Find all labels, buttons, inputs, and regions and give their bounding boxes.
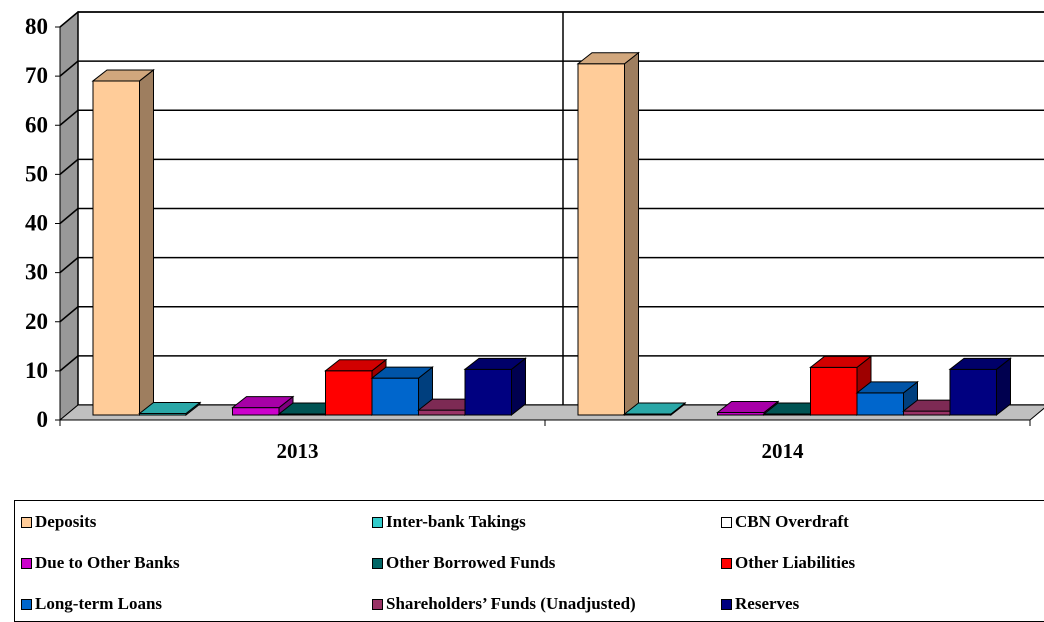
legend-swatch	[21, 557, 32, 569]
chart-walls	[58, 10, 1044, 422]
bar-2013-3	[231, 395, 295, 417]
gridline-side	[59, 207, 79, 225]
legend-label: Long-term Loans	[35, 594, 163, 613]
legend-swatch	[21, 516, 32, 528]
gridline-side	[59, 257, 79, 274]
legend-label: Reserves	[735, 594, 800, 613]
legend-item: Reserves	[721, 594, 799, 614]
legend-label: Deposits	[35, 512, 97, 531]
legend-swatch	[372, 557, 383, 569]
gridline-side	[59, 355, 79, 372]
gridline-side	[59, 158, 79, 175]
y-tick-label: 80	[25, 14, 48, 39]
legend-item: Shareholders’ Funds (Unadjusted)	[372, 594, 636, 614]
gridline-side	[59, 306, 79, 323]
bar-2013-0	[91, 68, 155, 417]
bar-chart: 0 10 20 30 40 50 60 70 80 2013 2014	[25, 10, 1044, 463]
legend-swatch	[721, 557, 732, 569]
legend-item: Deposits	[21, 512, 96, 532]
bar-2013-8	[463, 357, 527, 417]
legend-label: Inter-bank Takings	[386, 512, 526, 531]
x-tick-label: 2014	[762, 439, 805, 463]
bar-2014-8	[948, 357, 1012, 417]
legend-label: Due to Other Banks	[35, 553, 180, 572]
legend-label: Other Liabilities	[735, 553, 856, 572]
legend-label: Other Borrowed Funds	[386, 553, 556, 572]
legend-item: Other Liabilities	[721, 553, 855, 573]
x-tick-label: 2013	[277, 439, 319, 463]
legend-label: Shareholders’ Funds (Unadjusted)	[386, 594, 636, 613]
legend-swatch	[372, 516, 383, 528]
bars	[91, 51, 1012, 417]
legend-swatch	[21, 598, 32, 610]
gridline-side	[59, 11, 79, 28]
bar-2014-5	[809, 355, 873, 417]
legend-item: Other Borrowed Funds	[372, 553, 555, 573]
legend-item: Due to Other Banks	[21, 553, 180, 573]
legend-item: Long-term Loans	[21, 594, 162, 614]
y-tick-label: 60	[25, 112, 48, 137]
gridlines	[59, 11, 1044, 405]
y-tick-label: 30	[25, 260, 48, 285]
gridline-side	[59, 109, 79, 126]
legend-swatch	[372, 598, 383, 610]
y-tick-label: 0	[37, 407, 49, 432]
bar-2014-0	[576, 51, 640, 417]
legend: Deposits Inter-bank Takings CBN Overdraft D…	[14, 500, 1044, 622]
y-tick-labels: 0 10 20 30 40 50 60 70 80	[25, 14, 48, 432]
x-tick-labels: 2013 2014	[277, 439, 805, 463]
gridline-side	[59, 60, 79, 77]
y-tick-label: 70	[25, 63, 48, 88]
legend-item: Inter-bank Takings	[372, 512, 526, 532]
bar-2013-1	[138, 401, 202, 417]
legend-swatch	[721, 598, 732, 610]
y-tick-label: 50	[25, 161, 48, 186]
axes	[55, 26, 1031, 426]
legend-item: CBN Overdraft	[721, 512, 849, 532]
legend-label: CBN Overdraft	[735, 512, 849, 531]
y-tick-label: 40	[25, 211, 48, 236]
bar-2014-1	[623, 401, 687, 417]
legend-swatch	[721, 516, 732, 528]
y-tick-label: 20	[25, 309, 48, 334]
y-tick-label: 10	[25, 358, 48, 383]
